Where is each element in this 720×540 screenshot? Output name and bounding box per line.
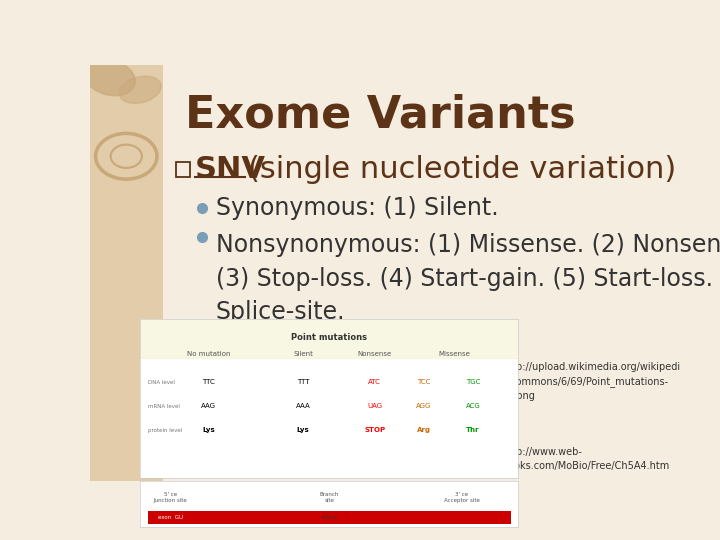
FancyBboxPatch shape (148, 511, 511, 524)
Text: SNV: SNV (195, 155, 266, 184)
Text: Point mutations: Point mutations (292, 333, 367, 342)
Text: Lys: Lys (202, 427, 215, 433)
Text: TTC: TTC (202, 379, 215, 386)
Text: Lys: Lys (297, 427, 310, 433)
Text: http://www.web-
books.com/MoBio/Free/Ch5A4.htm: http://www.web- books.com/MoBio/Free/Ch5… (502, 447, 669, 471)
Text: ACG: ACG (466, 403, 480, 409)
Text: Branch
site: Branch site (320, 492, 339, 503)
Text: http://upload.wikimedia.org/wikipedi
a/commons/6/69/Point_mutations-
en.png: http://upload.wikimedia.org/wikipedi a/c… (502, 362, 680, 401)
Text: Exome Variants: Exome Variants (185, 94, 575, 137)
Text: Missense: Missense (438, 350, 470, 356)
Text: Silent: Silent (293, 350, 313, 356)
Text: No mutation: No mutation (186, 350, 230, 356)
Text: Nonsynonymous: (1) Missense. (2) Nonsense.
(3) Stop-loss. (4) Start-gain. (5) St: Nonsynonymous: (1) Missense. (2) Nonsens… (215, 233, 720, 324)
Text: TGC: TGC (466, 379, 480, 386)
Text: protein level: protein level (148, 428, 182, 433)
Text: AAA: AAA (296, 403, 310, 409)
Text: Thr: Thr (467, 427, 480, 433)
Text: TTT: TTT (297, 379, 309, 386)
Text: 3' ce
Acceptor site: 3' ce Acceptor site (444, 492, 480, 503)
Text: STOP: STOP (364, 427, 385, 433)
Text: ATC: ATC (369, 379, 381, 386)
Text: exon  GU: exon GU (158, 515, 183, 520)
Text: Nonsense: Nonsense (358, 350, 392, 356)
Text: 5' ce
Junction site: 5' ce Junction site (154, 492, 187, 503)
Text: TCC: TCC (417, 379, 431, 386)
Text: Synonymous: (1) Silent.: Synonymous: (1) Silent. (215, 196, 498, 220)
Text: AGG: AGG (416, 403, 431, 409)
Text: AAG: AAG (201, 403, 216, 409)
Ellipse shape (84, 59, 135, 96)
Bar (140, 319, 518, 359)
Text: mRNA level: mRNA level (148, 404, 180, 409)
Ellipse shape (119, 76, 161, 103)
Text: Arg: Arg (417, 427, 431, 433)
Text: (single nucleotide variation): (single nucleotide variation) (248, 155, 676, 184)
Text: UAG: UAG (367, 403, 382, 409)
Text: DNA level: DNA level (148, 380, 175, 385)
FancyBboxPatch shape (90, 65, 163, 481)
Text: intron: intron (321, 515, 338, 520)
